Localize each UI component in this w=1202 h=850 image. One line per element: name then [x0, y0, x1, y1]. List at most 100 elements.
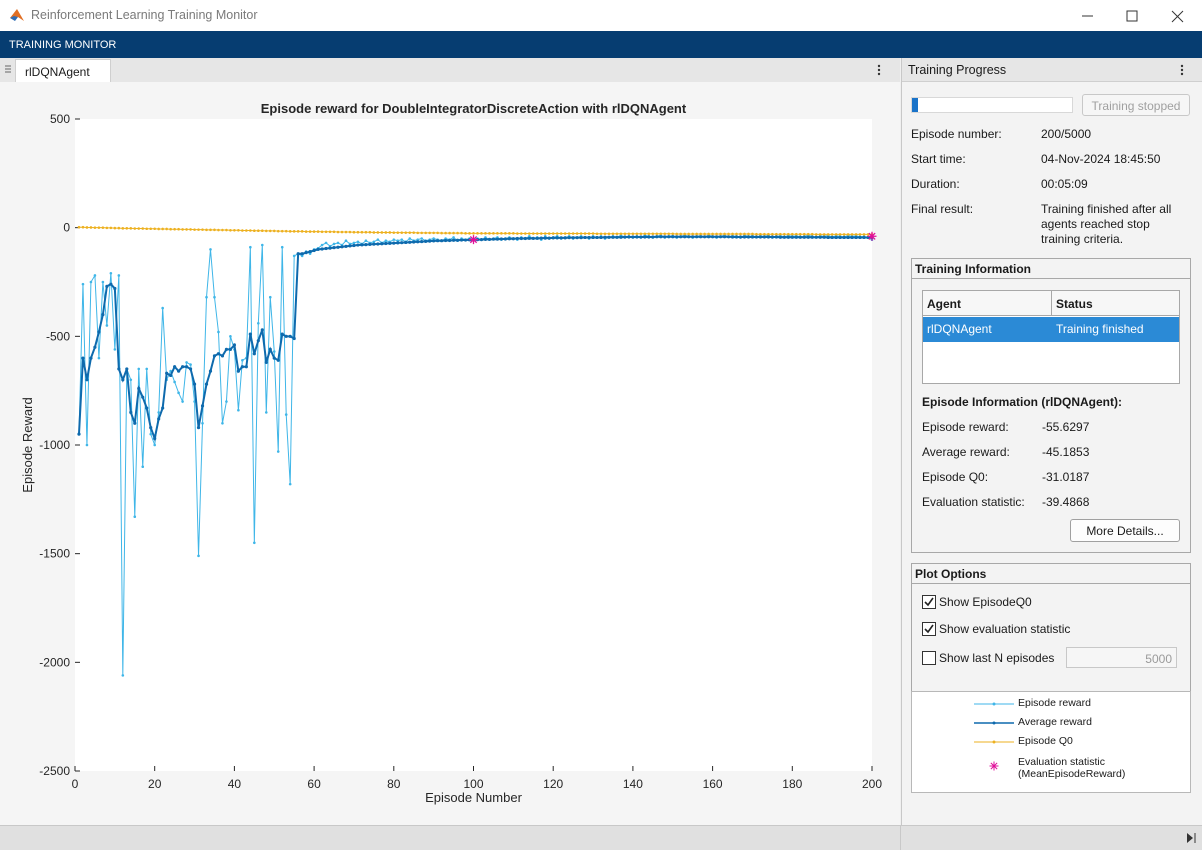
- panel-title: Training Progress: [908, 63, 1006, 77]
- field-value: -45.1853: [1042, 445, 1089, 459]
- legend-dot: [993, 703, 996, 706]
- legend-swatch: [972, 735, 1016, 749]
- stop-button[interactable]: Training stopped: [1082, 94, 1190, 116]
- title-bar: Reinforcement Learning Training Monitor: [0, 0, 1202, 31]
- divider: [900, 826, 901, 850]
- toolstrip: TRAINING MONITOR: [0, 31, 1202, 58]
- x-axis-label: Episode Number: [425, 790, 522, 805]
- legend-label: Evaluation statistic (MeanEpisodeReward): [1018, 756, 1125, 780]
- plot-area: Episode reward for DoubleIntegratorDiscr…: [0, 82, 900, 825]
- y-tick-label: -2000: [39, 655, 70, 669]
- menu-icon[interactable]: [876, 64, 882, 78]
- panel-header: Training Progress: [902, 58, 1202, 82]
- field-value: -55.6297: [1042, 420, 1089, 434]
- y-tick-label: 500: [50, 112, 70, 126]
- checkbox-label: Show EpisodeQ0: [939, 595, 1032, 609]
- tab-label: rlDQNAgent: [25, 65, 90, 79]
- legend-dot: [993, 722, 996, 725]
- tab[interactable]: rlDQNAgent: [15, 59, 111, 83]
- tab-grip: [5, 64, 11, 76]
- field-label: Episode number:: [911, 127, 1002, 141]
- status-bar: [0, 825, 1202, 850]
- episode-info-title: Episode Information (rlDQNAgent):: [922, 395, 1122, 409]
- x-tick-label: 100: [463, 777, 483, 791]
- y-tick-label: 0: [63, 221, 70, 235]
- table-header: Status: [1052, 291, 1179, 316]
- field-value: 200/5000: [1041, 127, 1191, 142]
- field-label: Evaluation statistic:: [922, 495, 1025, 509]
- window-title: Reinforcement Learning Training Monitor: [31, 8, 258, 22]
- field-label: Start time:: [911, 152, 966, 166]
- checkbox[interactable]: [922, 651, 936, 665]
- field-label: Average reward:: [922, 445, 1010, 459]
- x-tick-label: 60: [307, 777, 321, 791]
- x-tick-label: 160: [703, 777, 723, 791]
- eval-marker: [469, 235, 478, 244]
- progress-bar: [911, 97, 1073, 113]
- chart-title: Episode reward for DoubleIntegratorDiscr…: [261, 101, 687, 116]
- legend-label: Episode reward: [1018, 697, 1091, 709]
- field-label: Duration:: [911, 177, 960, 191]
- x-tick-label: 80: [387, 777, 401, 791]
- checkbox-label: Show evaluation statistic: [939, 622, 1070, 636]
- last-n-input[interactable]: 5000: [1066, 647, 1177, 668]
- checkbox[interactable]: [922, 622, 936, 636]
- x-tick-label: 200: [862, 777, 882, 791]
- x-tick-label: 180: [782, 777, 802, 791]
- training-info-box: Training Information AgentStatusrlDQNAge…: [911, 258, 1191, 553]
- more-details-button[interactable]: More Details...: [1070, 519, 1180, 542]
- legend-swatch: [972, 716, 1016, 730]
- legend-label: Average reward: [1018, 716, 1092, 728]
- field-value: 00:05:09: [1041, 177, 1191, 192]
- tab-row: rlDQNAgent: [0, 58, 900, 83]
- agent-table: AgentStatus rlDQNAgent Training finished: [922, 290, 1180, 384]
- y-tick-label: -2500: [39, 764, 70, 778]
- table-row[interactable]: rlDQNAgent Training finished: [923, 317, 1179, 342]
- check-path: [925, 598, 933, 605]
- side-panel: Training Progress Training stopped Episo…: [901, 58, 1202, 825]
- y-tick-label: -1500: [39, 547, 70, 561]
- field-label: Final result:: [911, 202, 973, 216]
- legend-dot: [993, 741, 996, 744]
- x-tick-label: 40: [228, 777, 242, 791]
- legend-swatch: [972, 759, 1016, 773]
- field-value: -39.4868: [1042, 495, 1089, 509]
- table-cell: Training finished: [1056, 322, 1144, 336]
- checkbox-label: Show last N episodes: [939, 651, 1054, 665]
- eval-marker: [868, 232, 877, 241]
- x-tick-label: 0: [72, 777, 79, 791]
- checkbox[interactable]: [922, 595, 936, 609]
- y-tick-label: -500: [46, 329, 70, 343]
- check-path: [925, 625, 933, 632]
- legend: Episode reward Average reward Episode Q0 Ev…: [912, 692, 1190, 792]
- progress-fill: [912, 98, 918, 112]
- field-label: Episode reward:: [922, 420, 1009, 434]
- field-value: -31.0187: [1042, 470, 1089, 484]
- expand-icon[interactable]: [1186, 832, 1196, 844]
- app-icon: [9, 7, 25, 23]
- legend-label: Episode Q0: [1018, 735, 1073, 747]
- plot-options-box: Plot Options 5000 Show EpisodeQ0 Show eva…: [911, 563, 1191, 695]
- checkmark: [923, 623, 935, 635]
- field-value: 04-Nov-2024 18:45:50: [1041, 152, 1191, 167]
- legend-box: Episode reward Average reward Episode Q0 Ev…: [911, 691, 1191, 793]
- x-tick-label: 140: [623, 777, 643, 791]
- table-header: Agent: [923, 291, 1052, 316]
- x-tick-label: 120: [543, 777, 563, 791]
- legend-marker: [990, 762, 999, 771]
- field-value: Training finished after all agents reach…: [1041, 202, 1191, 247]
- box-title: Plot Options: [912, 564, 1190, 584]
- chart: Episode reward for DoubleIntegratorDiscr…: [0, 82, 900, 825]
- checkmark: [923, 596, 935, 608]
- legend-swatch: [972, 697, 1016, 711]
- toolstrip-title: TRAINING MONITOR: [9, 39, 116, 51]
- y-axis-label: Episode Reward: [20, 397, 35, 492]
- y-tick-label: -1000: [39, 438, 70, 452]
- plot-background: [75, 119, 872, 771]
- menu-icon[interactable]: [1179, 64, 1185, 78]
- window-controls[interactable]: [1080, 9, 1192, 23]
- table-cell: rlDQNAgent: [927, 322, 992, 336]
- box-title: Training Information: [912, 259, 1190, 279]
- x-tick-label: 20: [148, 777, 162, 791]
